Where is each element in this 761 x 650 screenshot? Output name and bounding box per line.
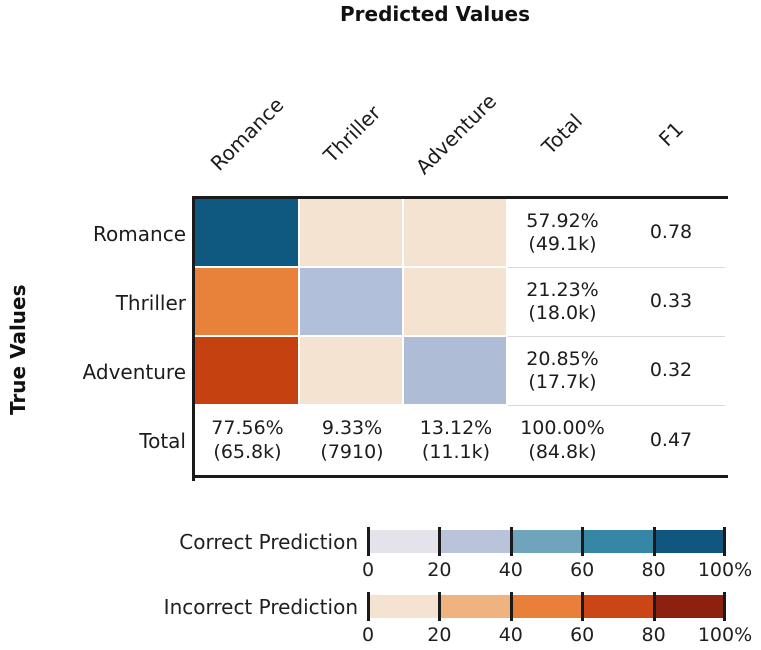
total-percent: 21.23% [526,278,599,301]
matrix-cell-thriller-total: 21.23% (18.0k) [508,268,617,337]
tick-mark [509,527,513,556]
confusion-matrix-grid: 57.92% (49.1k) 0.78 21.23% (18.0k) 0.33 … [195,199,725,475]
matrix-cell-adventure-total: 20.85% (17.7k) [508,337,617,406]
matrix-cell-romance-adventure [404,199,508,268]
matrix-cell-romance-romance [195,199,300,268]
colorbar-correct-tick-labels: 0 20 40 60 80 100% [362,559,752,581]
total-percent: 57.92% [526,209,599,232]
matrix-border-top [192,196,728,199]
matrix-cell-romance-thriller [300,199,404,268]
total-percent: 20.85% [526,347,599,370]
matrix-cell-total-f1: 0.47 [617,406,725,475]
matrix-cell-thriller-thriller [300,268,404,337]
f1-value: 0.32 [649,359,693,382]
colorbar-incorrect [368,595,726,618]
total-percent: 100.00% [520,417,605,440]
tick-label: 60 [570,559,595,581]
tick-mark [652,527,656,556]
matrix-cell-adventure-f1: 0.32 [617,337,725,406]
matrix-cell-adventure-adventure [404,337,508,406]
tick-label: 40 [498,624,523,646]
tick-mark [509,592,513,621]
tick-mark [723,527,726,556]
total-count: (49.1k) [528,233,597,255]
total-percent: 9.33% [321,417,383,440]
matrix-cell-thriller-adventure [404,268,508,337]
total-percent: 77.56% [211,417,284,440]
colorbar-correct-seg-80-100 [653,530,726,553]
tick-mark [438,527,442,556]
total-count: (65.8k) [213,440,282,463]
tick-mark [581,527,585,556]
matrix-border-left [192,196,195,481]
tick-mark [652,592,656,621]
colorbar-incorrect-seg-60-80 [582,595,654,618]
tick-mark [367,527,370,556]
matrix-cell-romance-f1: 0.78 [617,199,725,268]
matrix-cell-adventure-thriller [300,337,404,406]
legend-label-incorrect: Incorrect Prediction [163,595,358,619]
chart-title: Predicted Values [340,2,530,26]
total-count: (17.7k) [528,371,597,393]
total-count: (84.8k) [528,440,597,463]
tick-mark [367,592,370,621]
matrix-cell-romance-total: 57.92% (49.1k) [508,199,617,268]
total-count: (18.0k) [528,302,597,324]
tick-mark [581,592,585,621]
colorbar-incorrect-ticks [367,592,726,621]
total-count: (7910) [320,440,384,463]
tick-label: 80 [641,624,666,646]
matrix-cell-total-adventure: 13.12% (11.1k) [404,406,508,475]
legend-label-correct: Correct Prediction [179,530,358,554]
tick-label: 80 [641,559,666,581]
tick-mark [723,592,726,621]
tick-mark [438,592,442,621]
matrix-cell-thriller-romance [195,268,300,337]
colorbar-correct-ticks [367,527,726,556]
colorbar-incorrect-seg-80-100 [653,595,726,618]
colorbar-correct-seg-0-20 [368,530,440,553]
colorbar-incorrect-tick-labels: 0 20 40 60 80 100% [362,624,752,646]
row-label-romance: Romance [93,221,186,246]
colorbar-incorrect-seg-0-20 [368,595,440,618]
tick-label: 20 [427,624,452,646]
colorbar-correct [368,530,726,553]
row-label-adventure: Adventure [82,359,186,384]
tick-label: 60 [570,624,595,646]
f1-value: 0.78 [649,221,693,244]
matrix-cell-total-total: 100.00% (84.8k) [508,406,617,475]
colorbar-incorrect-seg-40-60 [510,595,583,618]
colorbar-incorrect-seg-20-40 [439,595,511,618]
tick-label: 0 [361,559,375,581]
colorbar-correct-seg-40-60 [510,530,583,553]
total-percent: 13.12% [419,417,493,440]
total-count: (11.1k) [421,440,491,463]
matrix-border-bottom [192,475,728,478]
tick-label: 20 [427,559,452,581]
tick-label: 40 [498,559,523,581]
matrix-cell-total-romance: 77.56% (65.8k) [195,406,300,475]
f1-value: 0.33 [649,290,693,313]
matrix-cell-thriller-f1: 0.33 [617,268,725,337]
matrix-cell-adventure-romance [195,337,300,406]
row-label-thriller: Thriller [115,290,186,315]
row-label-total: Total [139,428,186,453]
f1-value: 0.47 [649,428,693,451]
tick-label: 100% [697,559,753,581]
tick-label: 0 [361,624,375,646]
tick-label: 100% [697,624,753,646]
matrix-cell-total-thriller: 9.33% (7910) [300,406,404,475]
colorbar-correct-seg-20-40 [439,530,511,553]
colorbar-correct-seg-60-80 [582,530,654,553]
